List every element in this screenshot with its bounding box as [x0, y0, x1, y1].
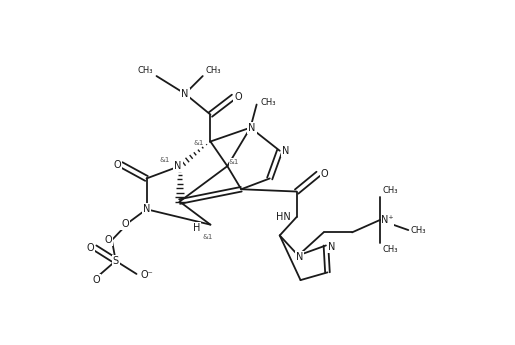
Text: O: O [93, 275, 100, 285]
Text: N: N [329, 242, 336, 252]
Text: N: N [248, 122, 255, 132]
Text: H: H [193, 223, 200, 233]
Text: CH₃: CH₃ [205, 66, 220, 75]
Text: O: O [113, 160, 121, 170]
Text: HN: HN [276, 212, 290, 222]
Text: CH₃: CH₃ [261, 98, 276, 107]
Text: O: O [104, 235, 112, 245]
Text: CH₃: CH₃ [382, 245, 398, 255]
Text: N⁺: N⁺ [382, 215, 394, 225]
Text: &1: &1 [229, 158, 239, 165]
Text: O: O [320, 169, 328, 179]
Text: S: S [113, 256, 119, 266]
Text: CH₃: CH₃ [410, 226, 426, 235]
Text: CH₃: CH₃ [382, 186, 398, 195]
Text: &1: &1 [159, 157, 169, 163]
Text: O: O [121, 219, 129, 229]
Text: &1: &1 [194, 140, 204, 146]
Text: O: O [234, 92, 242, 102]
Text: &1: &1 [203, 234, 213, 240]
Text: N: N [143, 204, 150, 214]
Text: N: N [181, 89, 188, 99]
Text: CH₃: CH₃ [137, 66, 152, 75]
Text: N: N [175, 161, 182, 171]
Text: N: N [282, 146, 289, 156]
Text: N: N [296, 252, 303, 262]
Text: O⁻: O⁻ [141, 270, 153, 280]
Text: O: O [87, 243, 94, 253]
